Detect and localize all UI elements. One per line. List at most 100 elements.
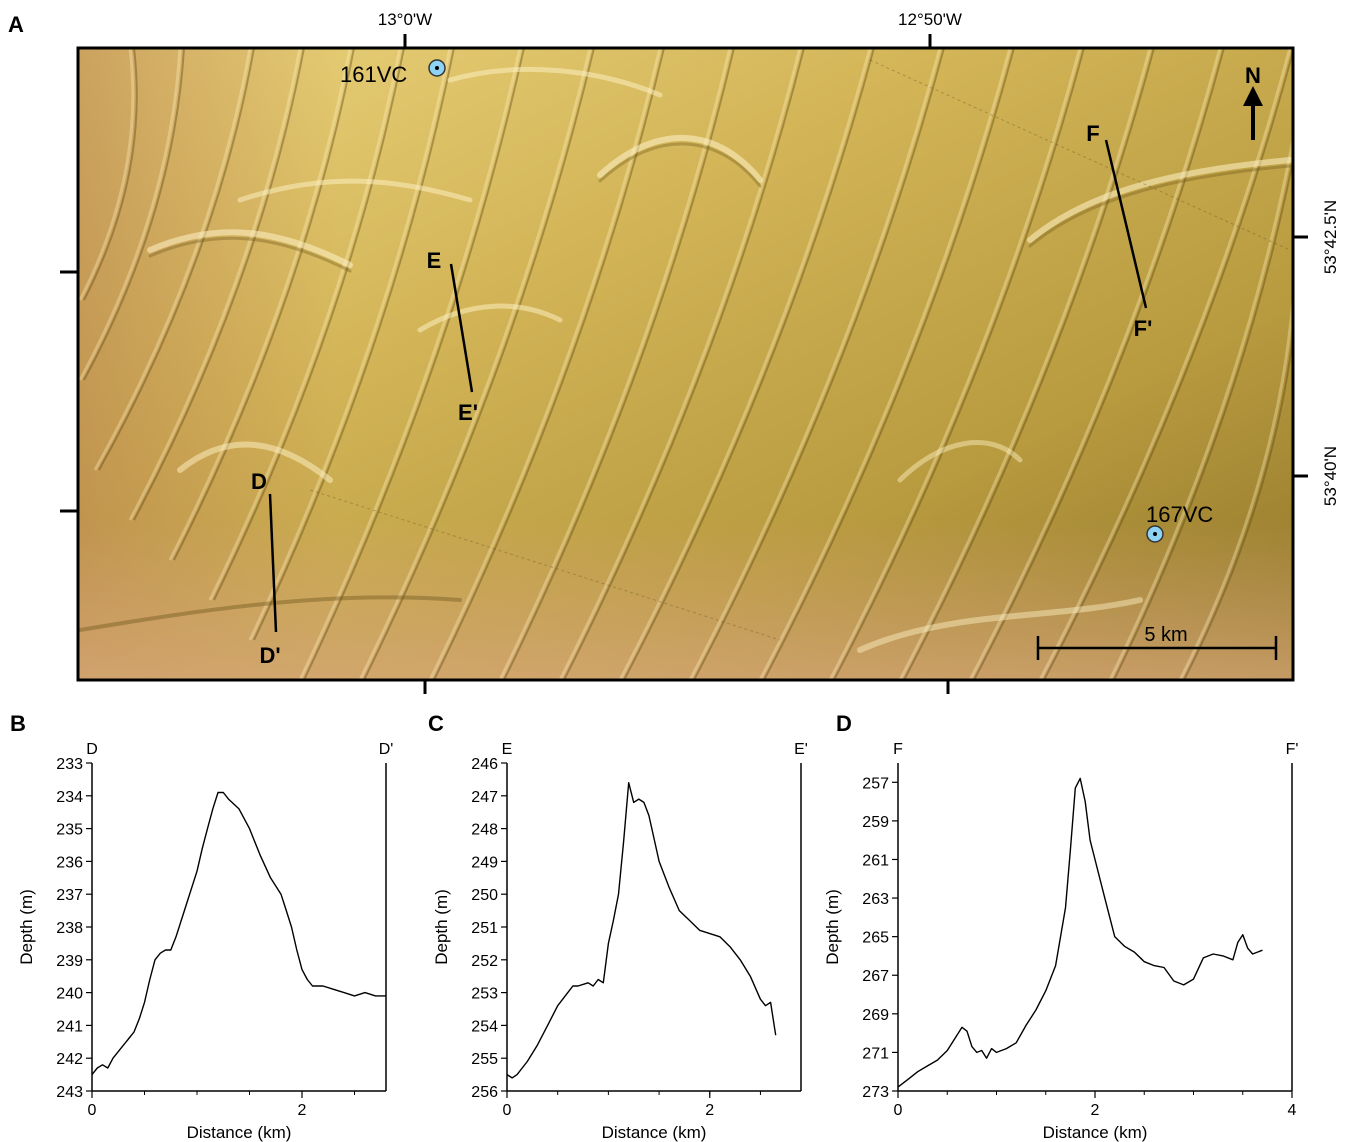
lineation-shadow [623,48,875,680]
north-arrow-icon: N [1243,63,1263,140]
lineation-highlight [298,48,522,680]
profile-line-e: E E' [427,248,478,425]
lineation-highlight [898,48,1152,680]
y-tick-label: 246 [471,756,498,773]
y-tick-label: 269 [862,1007,889,1024]
latitude-label-42-5n: 53°42.5'N [1321,200,1340,274]
core-161vc-label: 161VC [340,62,407,87]
y-tick-label: 253 [471,986,498,1003]
lineation-shadow [1113,155,1293,680]
x-axis-label: Distance (km) [1043,1123,1148,1142]
survey-track-lines [309,59,1291,641]
lineation-highlight [758,48,1012,680]
lineation-highlight [558,48,802,680]
y-tick-label: 247 [471,789,498,806]
y-tick-label: 240 [56,986,83,1003]
y-tick-label: 234 [56,789,83,806]
x-tick-label: 4 [1288,1102,1297,1119]
core-167vc-label: 167VC [1146,502,1213,527]
profile-end-label: D' [379,741,394,758]
x-tick-label: 0 [503,1102,512,1119]
y-tick-label: 249 [471,854,498,871]
lineation-highlight [78,48,182,381]
profile-e-end-label: E' [458,400,478,425]
y-tick-label: 257 [862,775,889,792]
lineation-highlight [78,48,135,301]
y-tick-label: 261 [862,852,889,869]
core-167vc: 167VC [1146,502,1213,543]
lineation-shadow [213,48,405,601]
y-tick-label: 267 [862,968,889,985]
lineation-shadow [763,48,1015,680]
core-161vc: 161VC [340,59,446,87]
profile-start-label: D [86,741,98,758]
lineation-highlight [498,48,732,680]
y-tick-label: 242 [56,1051,83,1068]
lineation-highlight [828,48,1082,680]
lineation-shadow [503,48,735,680]
y-tick-label: 252 [471,953,498,970]
latitude-label-40n: 53°40'N [1321,446,1340,506]
panel-a-label: A [8,12,24,37]
lineation-shadow [133,48,305,521]
depth-profile-line [91,791,386,1076]
depth-profile-line [897,777,1263,1088]
x-tick-label: 2 [705,1102,714,1119]
lineation-highlight [1108,139,1293,680]
profile-d-end-label: D' [259,643,280,668]
moraine-ridges [78,66,1293,653]
scale-bar [1036,636,1278,660]
y-axis-label: Depth (m) [17,889,36,965]
longitude-label-12-50w: 12°50'W [898,10,962,29]
profile-end-label: F' [1286,741,1299,758]
profile-chart-c: C E E' 246 247 248 249 250 251 252 253 254 255 256 0 2 D… [428,711,808,1142]
lineation-shadow [1043,48,1293,680]
north-label: N [1245,63,1261,88]
longitude-ticks [403,34,950,694]
x-tick-label: 0 [894,1102,903,1119]
lineation-highlight [128,48,302,521]
x-tick-label: 0 [88,1102,97,1119]
y-tick-label: 259 [862,814,889,831]
lineation-shadow [693,48,945,680]
y-tick-label: 241 [56,1018,83,1035]
lineation-shadow [363,48,595,680]
y-tick-label: 250 [471,887,498,904]
panel-label: B [10,711,26,736]
lineation-shadow [903,48,1155,680]
profile-line-d: D D' [251,469,281,668]
lineation-shadow [563,48,805,680]
lineation-highlight [618,48,872,680]
y-tick-label: 254 [471,1018,498,1035]
lineation-highlight [968,48,1222,680]
lineation-highlight [688,48,942,680]
lineation-highlight [1038,48,1292,680]
y-axis-label: Depth (m) [823,889,842,965]
x-axis-label: Distance (km) [187,1123,292,1142]
lineation-highlight [93,48,252,471]
panel-label: C [428,711,444,736]
map-south-shading [78,520,1293,680]
profile-start-label: E [502,741,513,758]
y-tick-label: 235 [56,822,83,839]
lineation-shadow [83,48,138,301]
x-tick-label: 2 [1091,1102,1100,1119]
profile-chart-d: D F F' 257 259 261 263 265 267 269 271 273 0 2 4 Distan… [823,711,1298,1142]
x-axis-label: Distance (km) [602,1123,707,1142]
y-tick-label: 273 [862,1084,889,1101]
lineation-shadow [833,48,1085,680]
profile-end-label: E' [794,741,808,758]
y-tick-label: 238 [56,920,83,937]
profile-line-f: F F' [1086,121,1152,341]
y-tick-label: 237 [56,887,83,904]
lineation-highlight [428,48,662,680]
lineation-shadow [1183,328,1293,680]
y-tick-label: 236 [56,854,83,871]
y-tick-label: 263 [862,891,889,908]
depth-profile-line [506,782,777,1079]
lineation-shadow [98,48,255,471]
y-tick-label: 243 [56,1084,83,1101]
bathymetry-map [78,48,1293,680]
